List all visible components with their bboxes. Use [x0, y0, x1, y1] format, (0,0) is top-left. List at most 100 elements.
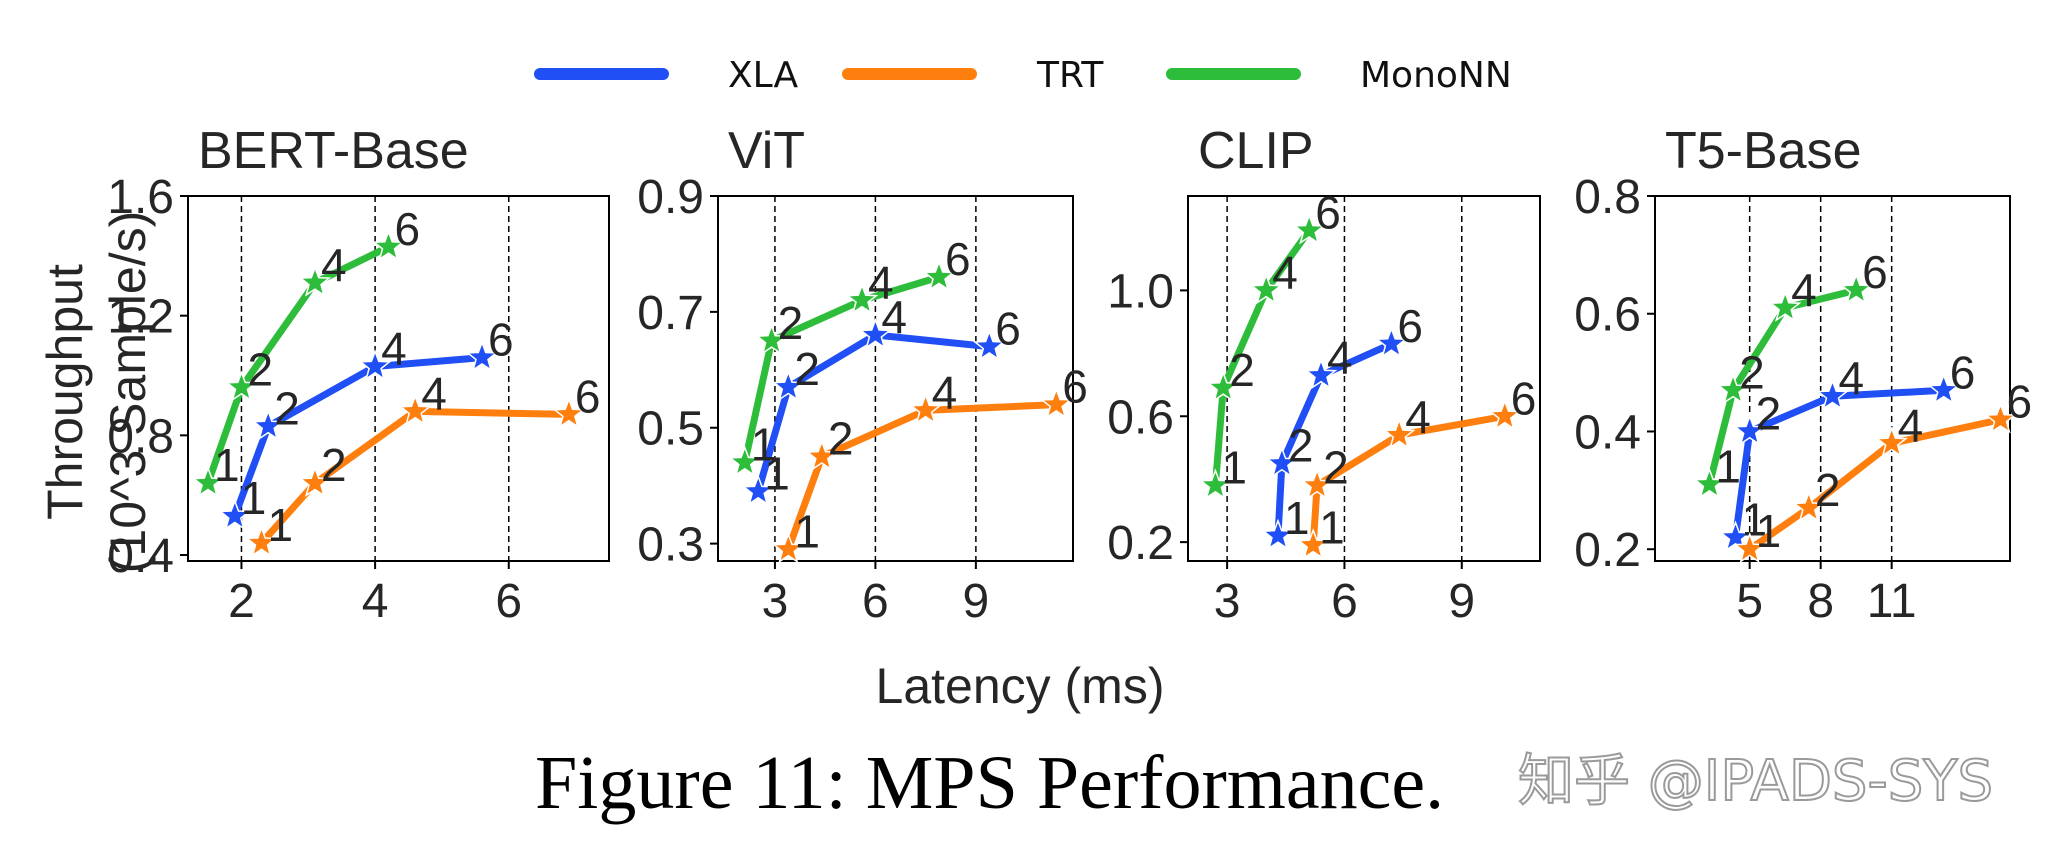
- data-label-trt: 6: [1511, 372, 1537, 424]
- data-point-xla: [1375, 326, 1408, 358]
- y-tick-label: 1.0: [1107, 265, 1174, 318]
- data-point-trt: [909, 393, 942, 425]
- data-label-xla: 4: [881, 291, 907, 343]
- data-label-xla: 6: [1397, 300, 1423, 352]
- data-point-xla: [741, 474, 775, 506]
- data-point-trt: [772, 532, 805, 564]
- data-label-trt: 2: [1815, 464, 1841, 516]
- data-point-mononn: [1768, 290, 1802, 322]
- data-point-mononn: [372, 229, 405, 261]
- data-label-trt: 6: [575, 370, 601, 422]
- data-point-mononn: [755, 323, 788, 355]
- data-point-mononn: [225, 370, 258, 402]
- data-label-xla: 1: [1284, 492, 1310, 544]
- data-point-trt: [1792, 490, 1826, 522]
- x-tick-label: 6: [495, 575, 522, 628]
- legend-label-xla: XLA: [728, 55, 799, 96]
- y-tick-label: 1.2: [107, 291, 174, 344]
- data-point-xla: [358, 349, 392, 381]
- data-label-trt: 4: [421, 367, 447, 419]
- data-point-trt: [805, 439, 839, 471]
- panel-title: ViT: [728, 122, 805, 180]
- y-tick-label: 0.6: [1574, 289, 1641, 342]
- data-point-trt: [1733, 532, 1766, 564]
- x-tick-label: 8: [1807, 575, 1834, 628]
- data-label-mononn: 4: [321, 239, 347, 291]
- data-label-xla: 4: [381, 323, 407, 375]
- data-point-mononn: [1199, 468, 1232, 500]
- series-line-xla: [754, 331, 993, 495]
- data-label-trt: 2: [828, 413, 854, 465]
- y-axis-label-line1: Throughput: [37, 264, 93, 520]
- data-label-xla: 4: [1839, 352, 1865, 404]
- data-label-trt: 1: [268, 499, 294, 551]
- data-label-xla: 1: [241, 472, 267, 524]
- data-point-mononn: [1693, 467, 1726, 499]
- y-tick-label: 0.5: [637, 403, 704, 456]
- series-line-trt: [1746, 416, 2004, 553]
- series-line-mononn: [741, 273, 943, 466]
- y-tick-label: 0.9: [637, 171, 704, 224]
- data-label-mononn: 6: [945, 233, 971, 285]
- data-label-mononn: 6: [1315, 187, 1341, 239]
- data-label-mononn: 2: [1739, 346, 1765, 398]
- data-point-trt: [245, 525, 278, 557]
- data-label-mononn: 2: [247, 343, 273, 395]
- data-label-trt: 6: [2007, 376, 2033, 428]
- data-point-xla: [1733, 414, 1766, 446]
- data-point-trt: [1382, 417, 1416, 450]
- y-tick-label: 0.4: [1574, 406, 1641, 459]
- y-tick-label: 1.6: [107, 171, 174, 224]
- series-line-trt: [258, 407, 573, 547]
- data-point-mononn: [1839, 273, 1873, 305]
- legend-label-mononn: MonoNN: [1360, 55, 1512, 96]
- data-label-trt: 4: [1898, 399, 1924, 451]
- data-point-xla: [251, 409, 285, 441]
- plot-frame: [187, 195, 610, 562]
- x-tick-label: 6: [1331, 575, 1358, 628]
- data-point-xla: [218, 498, 252, 531]
- data-label-xla: 1: [764, 447, 790, 499]
- data-point-xla: [772, 370, 805, 402]
- data-point-mononn: [1292, 213, 1326, 245]
- data-label-mononn: 6: [394, 203, 420, 255]
- panel-title: CLIP: [1198, 122, 1314, 180]
- data-label-mononn: 4: [1272, 246, 1298, 298]
- data-label-trt: 1: [794, 505, 820, 557]
- data-label-xla: 6: [1950, 346, 1976, 398]
- data-point-mononn: [298, 265, 332, 297]
- y-tick-label: 0.3: [637, 519, 704, 572]
- data-label-trt: 2: [321, 439, 347, 491]
- y-tick-label: 0.2: [1107, 517, 1174, 570]
- data-point-xla: [465, 340, 499, 372]
- legend: XLA TRT MonoNN: [534, 55, 1512, 96]
- data-label-mononn: 6: [1862, 246, 1888, 298]
- series-line-xla: [1732, 386, 1948, 541]
- data-label-trt: 6: [1062, 361, 1088, 413]
- data-label-mononn: 1: [1221, 441, 1247, 493]
- data-label-trt: 4: [1405, 391, 1431, 443]
- data-point-trt: [1296, 528, 1330, 560]
- watermark: 知乎 @IPADS-SYS: [1518, 749, 1993, 814]
- data-point-xla: [859, 317, 892, 349]
- data-point-trt: [1039, 387, 1073, 419]
- x-tick-label: 11: [1867, 575, 1917, 628]
- data-point-trt: [1488, 399, 1522, 431]
- y-tick-label: 0.6: [1107, 391, 1174, 444]
- data-label-trt: 2: [1323, 441, 1349, 493]
- data-point-mononn: [1249, 273, 1283, 305]
- series-line-xla: [231, 354, 486, 520]
- x-tick-label: 9: [1448, 575, 1475, 628]
- data-point-mononn: [1206, 370, 1240, 402]
- plot-frame: [1654, 195, 2011, 562]
- data-label-mononn: 2: [1229, 344, 1255, 396]
- data-point-trt: [298, 466, 332, 498]
- series-line-trt: [1309, 412, 1509, 549]
- data-label-mononn: 2: [778, 297, 804, 349]
- panel-title: BERT-Base: [198, 122, 469, 180]
- x-tick-label: 3: [1214, 575, 1241, 628]
- data-point-trt: [552, 397, 586, 429]
- panel-title: T5-Base: [1665, 122, 1862, 180]
